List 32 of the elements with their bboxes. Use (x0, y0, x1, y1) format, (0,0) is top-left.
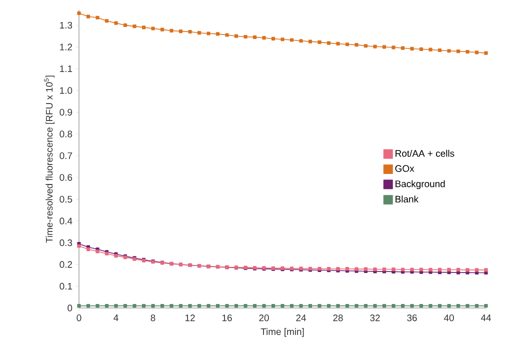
y-tick-label: 0.1 (60, 282, 72, 290)
y-tick-label: 1.3 (60, 22, 72, 29)
y-tick-label: 0.8 (60, 130, 72, 138)
legend-label: Background (396, 180, 445, 190)
y-tick-label: 0.6 (60, 174, 72, 181)
x-tick-label: 4 (114, 314, 118, 322)
x-tick-label: 16 (222, 314, 232, 322)
x-tick-label: 8 (150, 314, 156, 322)
x-tick-label: 44 (480, 314, 491, 322)
x-tick-label: 24 (296, 314, 306, 322)
x-axis-title: Time [min] (260, 328, 304, 337)
y-tick-label: 0 (68, 304, 72, 312)
x-tick-label: 36 (407, 314, 417, 322)
y-tick-label: 0.2 (60, 261, 72, 268)
legend-label: GOx (395, 165, 414, 172)
y-tick-label: 0.7 (60, 152, 72, 160)
x-tick-label: 12 (185, 314, 195, 322)
y-tick-label: 1.1 (60, 65, 72, 72)
y-tick-label: 0.9 (60, 108, 72, 116)
y-tick-label: 1.2 (60, 44, 72, 50)
x-tick-label: 20 (259, 314, 269, 322)
x-tick-label: 40 (444, 314, 454, 322)
x-tick-label: 0 (76, 314, 82, 322)
y-axis-title: Time-resolved fluorescence [RFU x 10$^{5}$] (44, 76, 54, 243)
legend-label: Rot/AA + cells (396, 150, 454, 157)
legend-label: Blank (396, 196, 419, 203)
y-tick-label: 1.0 (60, 87, 72, 94)
y-tick-label: 0.5 (60, 196, 72, 203)
y-tick-label: 0.4 (60, 218, 72, 224)
x-tick-label: 32 (370, 314, 380, 322)
y-tick-label: 0.3 (60, 239, 72, 246)
x-tick-label: 28 (333, 314, 343, 322)
